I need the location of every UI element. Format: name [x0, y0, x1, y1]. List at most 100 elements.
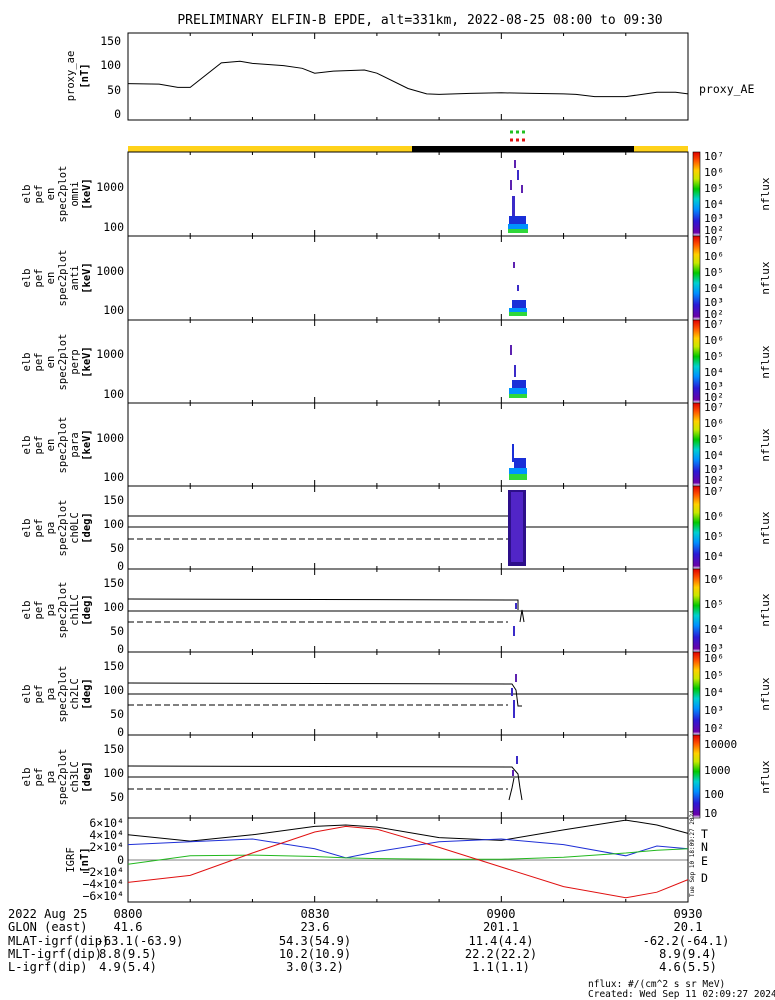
created-timestamp: Created: Wed Sep 11 02:09:27 2024 — [588, 989, 775, 1000]
spectrogram-burst — [509, 345, 527, 398]
ylabel-line: spec2plot — [57, 749, 69, 806]
loss-cone-line — [127, 765, 523, 801]
row-value: 11.4(4.4) — [468, 934, 533, 948]
row-value: 0800 — [114, 907, 143, 921]
ylabel-line: pef — [33, 269, 45, 288]
colorbar-label: nflux — [759, 345, 772, 378]
loss-cone-line — [127, 682, 522, 707]
colorbar-tick: 10³ — [704, 296, 724, 309]
panel-ch2lc: elb pef pa spec2plot ch2LC [deg] 150 100… — [21, 651, 689, 739]
row-value: 0830 — [301, 907, 330, 921]
ylabel-line: [keV] — [81, 346, 93, 378]
units-note: nflux: #/(cm^2 s sr MeV) — [588, 979, 725, 990]
spectrogram-pixel — [509, 394, 527, 398]
ytick-label: 100 — [103, 600, 124, 614]
colorbar-omni — [692, 151, 701, 237]
ylabel-line: en — [45, 272, 57, 285]
row-label: 2022 Aug 25 — [8, 907, 87, 921]
colorbar-tick: 10⁴ — [704, 449, 724, 462]
colorbar-label: nflux — [759, 261, 772, 294]
loss-cone-trace — [508, 777, 515, 801]
table-row: 2022 Aug 25 0800 0830 0900 0930 — [8, 907, 702, 921]
ytick-label: 100 — [103, 220, 124, 234]
colorbar-tick: 10⁶ — [704, 250, 724, 263]
ylabel-line: en — [45, 439, 57, 452]
spectrogram-pixel — [517, 285, 519, 291]
ylabel-line: ch3LC — [69, 761, 81, 793]
ylabel-line: ch2LC — [69, 678, 81, 710]
ytick-label: −4×10⁴ — [82, 877, 124, 891]
panel-frame — [127, 32, 689, 121]
ylabel-line: pa — [45, 688, 57, 701]
ytick-label: 0 — [117, 853, 124, 867]
loss-cone-trace — [519, 609, 525, 623]
ylabel-line: perp — [69, 349, 81, 374]
x-axis-ticks — [127, 33, 689, 902]
ylabel-line: spec2plot — [57, 666, 69, 723]
ylabel-line: ch0LC — [69, 512, 81, 544]
ylabel-line: [keV] — [81, 429, 93, 461]
colorbar-tick: 10² — [704, 224, 724, 237]
proxy-ae-series-line — [127, 60, 689, 98]
ytick-label: 100 — [103, 470, 124, 484]
colorbar-label: nflux — [759, 677, 772, 710]
panel-anti: elb pef en spec2plot anti [keV] 1000 100 — [21, 235, 689, 321]
colorbar-tick: 10² — [704, 391, 724, 404]
colorbar-tick: 10⁷ — [704, 234, 724, 247]
spectrogram-burst — [509, 444, 527, 480]
ytick-label: 1000 — [96, 431, 124, 445]
colorbar-tick: 10⁶ — [704, 417, 724, 430]
colorbar-tick: 1000 — [704, 764, 731, 777]
row-value: 0900 — [487, 907, 516, 921]
row-value: 23.6 — [301, 920, 330, 934]
ytick-label: 50 — [110, 790, 124, 804]
igrf-e-series-line — [127, 848, 689, 865]
colorbar-para — [692, 402, 701, 487]
ylabel-line: elb — [21, 185, 33, 204]
ytick-label: 4×10⁴ — [89, 828, 124, 842]
spectrogram-pixel — [517, 170, 519, 180]
ytick-label: 50 — [110, 624, 124, 638]
colorbar-ch3 — [692, 734, 701, 819]
side-timestamp: Tue Sep 10 18:09:27 2024 — [689, 810, 696, 897]
colorbar-tick: 10⁷ — [704, 485, 724, 498]
table-row: MLAT-igrf(dip) -63.1(-63.9) 54.3(54.9) 1… — [8, 934, 729, 948]
colorbar-tick: 10² — [704, 474, 724, 487]
legend-t: T — [701, 827, 708, 841]
row-value: 201.1 — [483, 920, 519, 934]
colorbar-tick: 10 — [704, 807, 717, 820]
ylabel-line: pef — [33, 436, 45, 455]
colorbar-tick: 10⁷ — [704, 150, 724, 163]
colorbar-tick: 10⁶ — [704, 510, 724, 523]
ytick-label: 150 — [103, 659, 124, 673]
spectrogram-pixel — [509, 468, 527, 474]
row-value: -62.2(-64.1) — [643, 934, 730, 948]
ylabel-line: en — [45, 188, 57, 201]
colorbar-label: nflux — [759, 593, 772, 626]
ylabel-line: proxy_ae — [65, 51, 77, 102]
spectrogram-pixel — [514, 365, 516, 377]
ytick-label: 150 — [103, 576, 124, 590]
colorbar-tick: 10⁵ — [704, 266, 724, 279]
table-row: GLON (east) 41.6 23.6 201.1 20.1 — [8, 920, 702, 934]
colorbar-tick: 10⁵ — [704, 669, 724, 682]
ylabel-line: elb — [21, 269, 33, 288]
colorbar-tick: 10³ — [704, 212, 724, 225]
row-value: 22.2(22.2) — [465, 947, 537, 961]
colorbar-anti — [692, 235, 701, 321]
spectrogram-pixel — [521, 185, 523, 193]
ylabel-line: [keV] — [81, 262, 93, 294]
ylabel-line: pef — [33, 353, 45, 372]
row-value: 10.2(10.9) — [279, 947, 351, 961]
colorbar-tick: 10⁷ — [704, 401, 724, 414]
ytick-label: 0 — [117, 642, 124, 656]
legend-n: N — [701, 840, 708, 854]
ylabel-line: spec2plot — [57, 250, 69, 307]
panel-ch0lc: elb pef pa spec2plot ch0LC [deg] 150 100… — [21, 485, 689, 573]
panel-para: elb pef en spec2plot para [keV] 1000 100 — [21, 402, 689, 487]
panel-omni: elb pef en spec2plot omni [keV] 1000 100 — [21, 151, 689, 237]
table-row: MLT-igrf(dip) 8.8(9.5) 10.2(10.9) 22.2(2… — [8, 947, 717, 961]
panel-proxy-ae: proxy_ae [nT] 150 100 50 0 proxy_AE — [65, 32, 754, 121]
colorbar-tick: 10² — [704, 308, 724, 321]
row-value: 1.1(1.1) — [472, 960, 530, 974]
